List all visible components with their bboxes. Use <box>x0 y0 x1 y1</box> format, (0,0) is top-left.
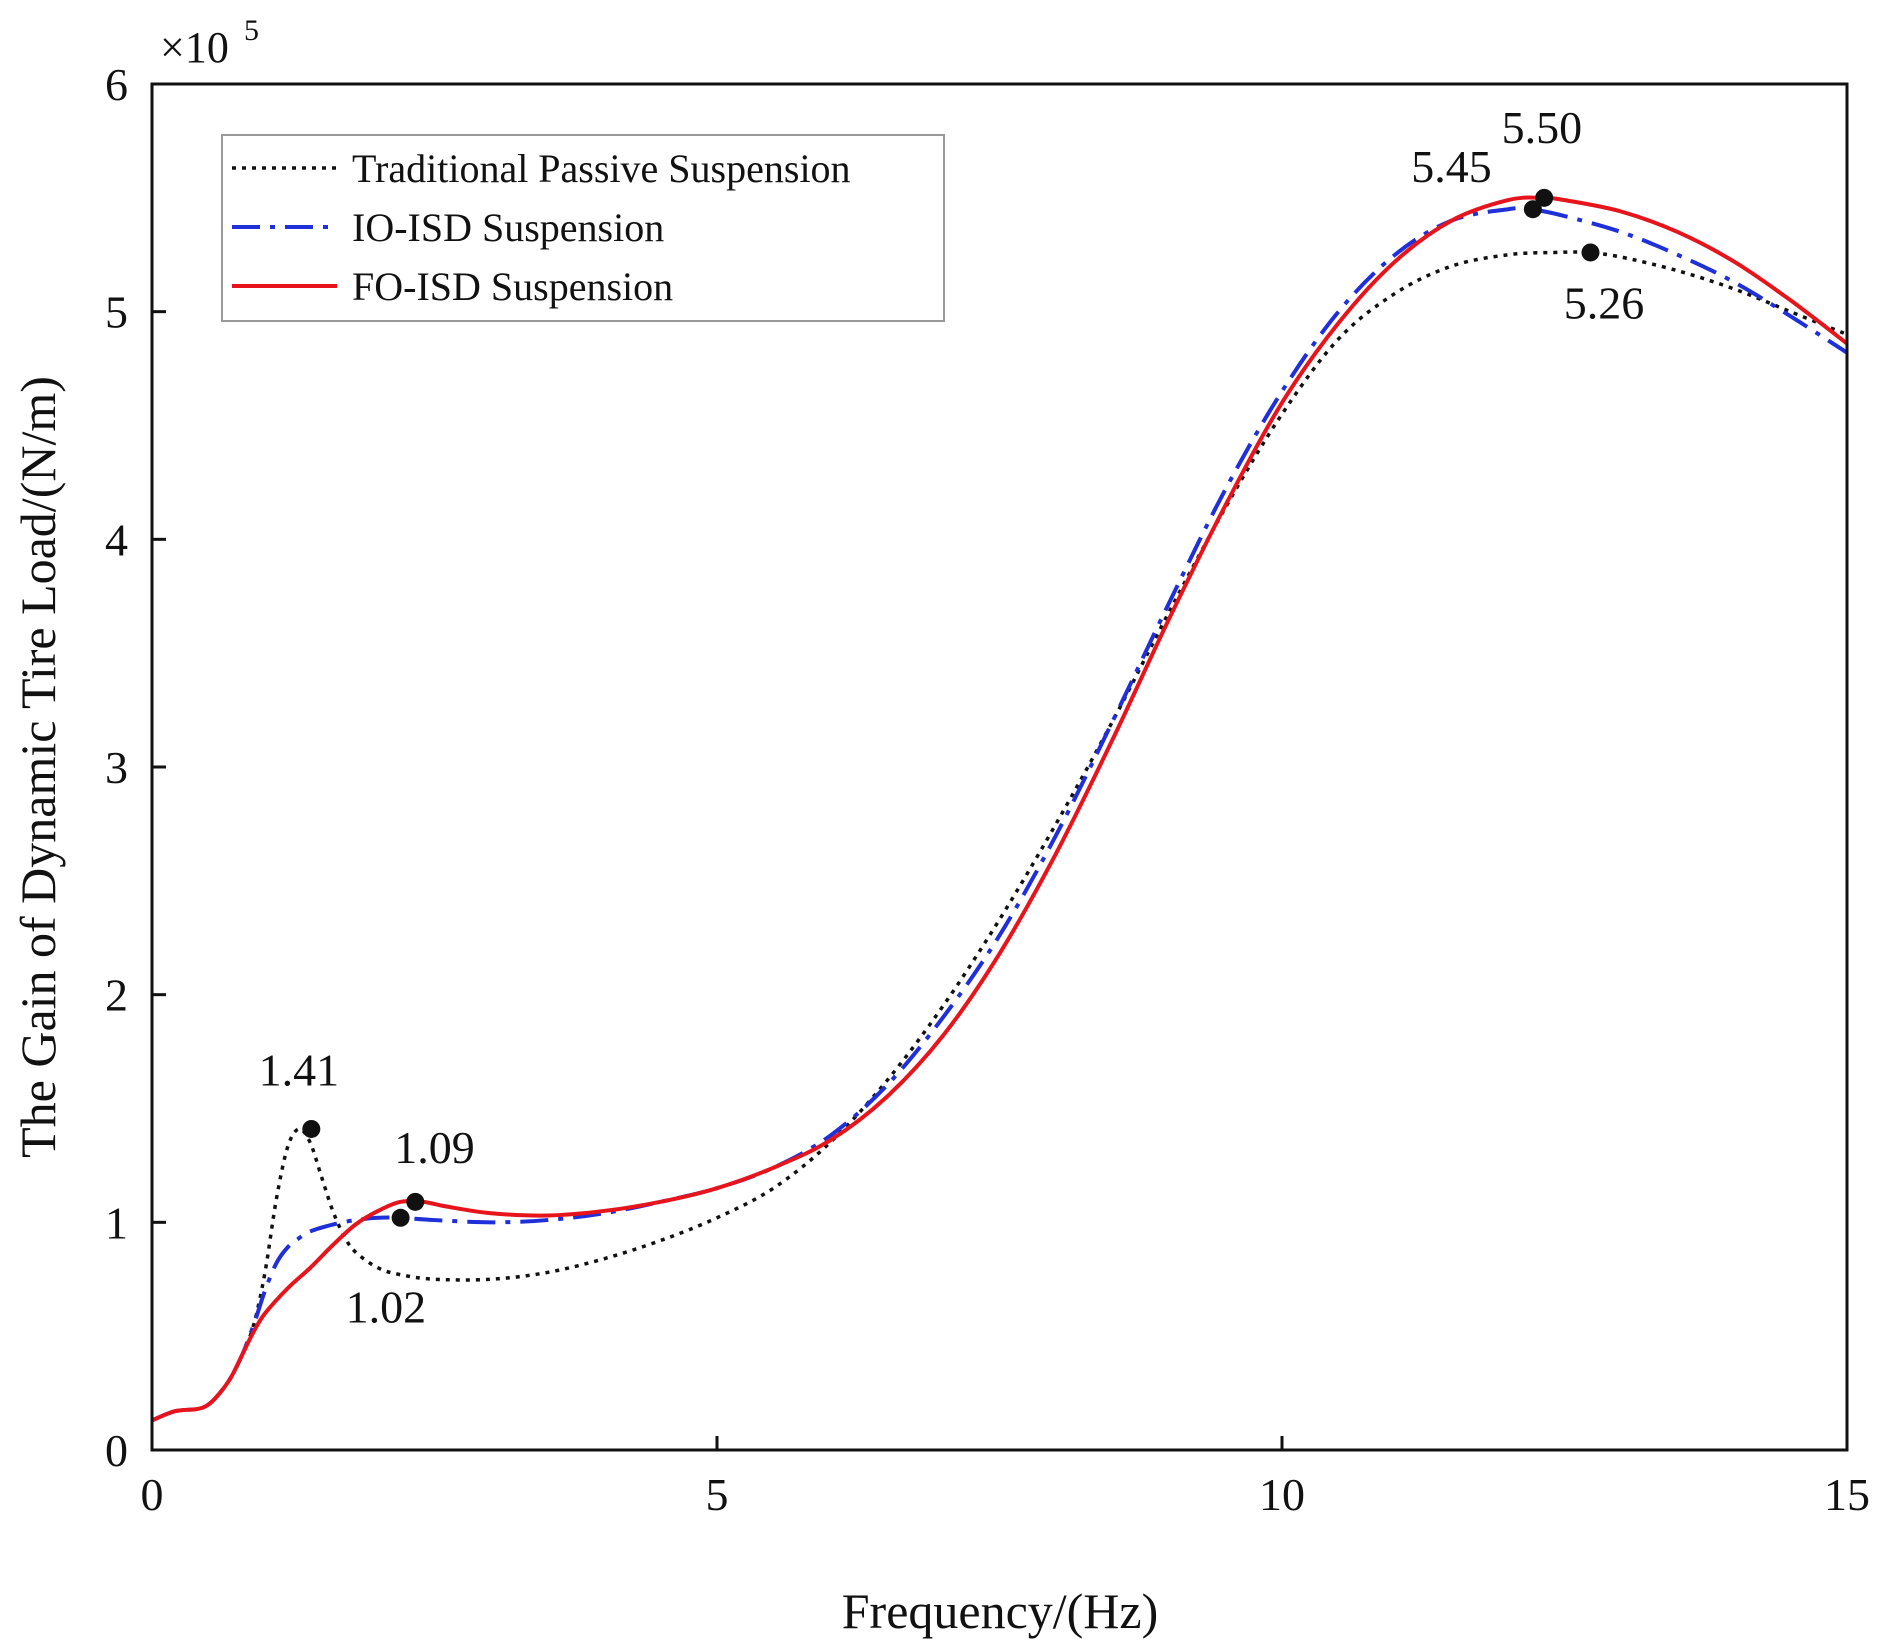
tick-layer: 0 5 10 15 0 1 2 3 4 5 6 <box>105 59 1870 1520</box>
legend-label-fo-isd: FO-ISD Suspension <box>352 264 673 309</box>
x-tick-label: 5 <box>706 1469 729 1520</box>
x-tick-label: 15 <box>1824 1469 1870 1520</box>
peak-marker-1-02 <box>391 1208 410 1227</box>
marker-layer <box>302 188 1600 1227</box>
y-tick-label: 5 <box>105 287 128 338</box>
peak-label-5-45: 5.45 <box>1411 141 1492 192</box>
y-tick-label: 3 <box>105 742 128 793</box>
legend-label-passive: Traditional Passive Suspension <box>352 146 851 191</box>
peak-marker-5-50 <box>1535 188 1554 207</box>
peak-marker-1-09 <box>406 1192 425 1211</box>
y-tick-label: 0 <box>105 1425 128 1476</box>
legend: Traditional Passive Suspension IO-ISD Su… <box>221 134 945 322</box>
series-io-isd-line <box>152 206 1847 1423</box>
annotation-layer: 1.41 1.02 1.09 5.455.50 5.26 <box>259 102 1645 1332</box>
peak-label-1-41: 1.41 <box>259 1045 340 1096</box>
series-layer <box>152 195 1847 1423</box>
peak-marker-5-45 <box>1523 200 1542 219</box>
y-multiplier-exponent: 5 <box>244 14 259 47</box>
y-axis-title: The Gain of Dynamic Tire Load/(N/m) <box>10 376 66 1158</box>
peak-marker-5-26 <box>1581 243 1600 262</box>
y-tick-label: 6 <box>105 59 128 110</box>
x-axis-title: Frequency/(Hz) <box>842 1583 1159 1639</box>
series-passive-line <box>152 250 1847 1423</box>
peak-marker-1-41 <box>302 1119 321 1138</box>
y-tick-label: 2 <box>105 970 128 1021</box>
series-fo-isd-line <box>152 195 1847 1423</box>
y-tick-label: 1 <box>105 1197 128 1248</box>
peak-label-5-26: 5.26 <box>1564 277 1645 328</box>
peak-label-1-09: 1.09 <box>394 1122 475 1173</box>
y-tick-label: 4 <box>105 514 128 565</box>
y-multiplier-label: ×10 <box>160 23 229 72</box>
legend-box <box>221 134 945 322</box>
legend-label-io-isd: IO-ISD Suspension <box>352 205 664 250</box>
peak-label-5-50: 5.50 <box>1502 102 1583 153</box>
x-tick-label: 10 <box>1259 1469 1305 1520</box>
x-tick-label: 0 <box>141 1469 164 1520</box>
peak-label-1-02: 1.02 <box>346 1282 427 1333</box>
